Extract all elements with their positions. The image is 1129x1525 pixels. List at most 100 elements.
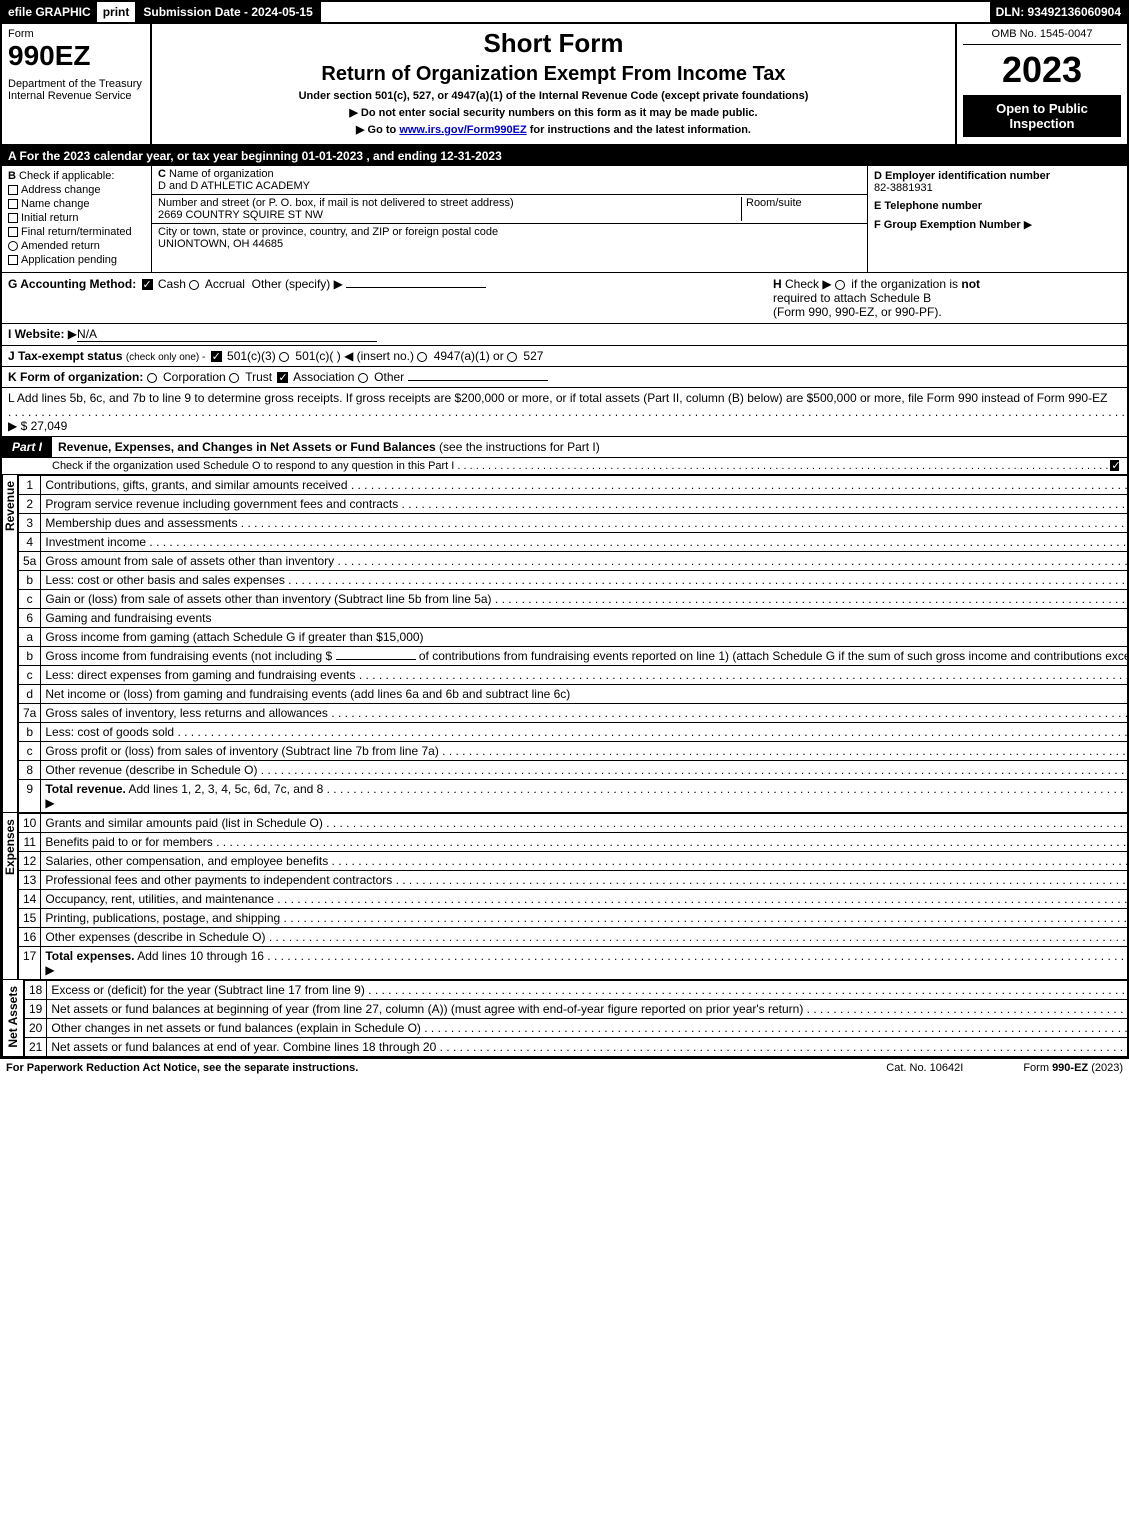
j-opt1: 501(c)(3) <box>227 349 276 363</box>
cb-name-change[interactable]: Name change <box>8 198 145 210</box>
line-20: 20 Other changes in net assets or fund b… <box>25 1019 1129 1038</box>
cb-501c3[interactable] <box>211 351 222 362</box>
l6b-d2: of contributions from fundraising events… <box>419 649 1129 663</box>
ein-block: D Employer identification number 82-3881… <box>874 170 1121 194</box>
d-label: D Employer identification number <box>874 170 1050 182</box>
row-l: L Add lines 5b, 6c, and 7b to line 9 to … <box>2 388 1127 437</box>
line-6a: a Gross income from gaming (attach Sched… <box>19 628 1129 647</box>
cb-cash[interactable] <box>142 279 153 290</box>
part1-check-text: Check if the organization used Schedule … <box>52 460 454 472</box>
b-letter: B <box>8 170 16 182</box>
j-opt2: 501(c)( ) <box>295 349 340 363</box>
l-amount: $ 27,049 <box>21 419 68 433</box>
l17-num: 17 <box>19 947 41 980</box>
cb-527[interactable] <box>507 352 517 362</box>
cb-accrual[interactable] <box>189 280 199 290</box>
footer-right-bold: 990-EZ <box>1052 1062 1088 1074</box>
goto-pre: Go to <box>368 124 400 136</box>
topbar: efile GRAPHIC print Submission Date - 20… <box>2 2 1127 24</box>
line-5a: 5a Gross amount from sale of assets othe… <box>19 552 1129 571</box>
cb-assoc[interactable] <box>277 372 288 383</box>
cb-initial-return[interactable]: Initial return <box>8 212 145 224</box>
form-container: efile GRAPHIC print Submission Date - 20… <box>0 0 1129 1059</box>
l5b-num: b <box>19 571 41 590</box>
part1-title: Revenue, Expenses, and Changes in Net As… <box>52 437 1127 457</box>
l1-num: 1 <box>19 476 41 495</box>
l6-num: 6 <box>19 609 41 628</box>
b-check-text: Check if applicable: <box>19 170 114 182</box>
line-7b: b Less: cost of goods sold 7b <box>19 723 1129 742</box>
line-21: 21 Net assets or fund balances at end of… <box>25 1038 1129 1057</box>
irs-link[interactable]: www.irs.gov/Form990EZ <box>399 124 526 136</box>
cb-address-change[interactable]: Address change <box>8 184 145 196</box>
footer-right-post: (2023) <box>1088 1062 1123 1074</box>
other-org-input[interactable] <box>408 380 548 381</box>
cb-4947[interactable] <box>417 352 427 362</box>
line-8: 8 Other revenue (describe in Schedule O)… <box>19 761 1129 780</box>
l12-desc: Salaries, other compensation, and employ… <box>41 852 1129 871</box>
l6b-blank[interactable] <box>336 659 416 660</box>
short-form-title: Short Form <box>158 28 949 59</box>
l5b-desc: Less: cost or other basis and sales expe… <box>41 571 1129 590</box>
group-block: F Group Exemption Number ▶ <box>874 218 1121 231</box>
line-15: 15 Printing, publications, postage, and … <box>19 909 1129 928</box>
l11-desc: Benefits paid to or for members <box>41 833 1129 852</box>
warning-line: ▶ Do not enter social security numbers o… <box>158 106 949 119</box>
l5c-desc: Gain or (loss) from sale of assets other… <box>41 590 1129 609</box>
line-10: 10 Grants and similar amounts paid (list… <box>19 814 1129 833</box>
cb-label-5: Application pending <box>21 254 117 266</box>
l6d-num: d <box>19 685 41 704</box>
room-label: Room/suite <box>746 197 802 209</box>
cb-corp[interactable] <box>147 373 157 383</box>
l6a-num: a <box>19 628 41 647</box>
cash-label: Cash <box>158 277 186 291</box>
l7c-num: c <box>19 742 41 761</box>
omb-number: OMB No. 1545-0047 <box>963 28 1121 45</box>
h-text1: Check <box>785 277 819 291</box>
l8-desc: Other revenue (describe in Schedule O) <box>41 761 1129 780</box>
line-7a: 7a Gross sales of inventory, less return… <box>19 704 1129 723</box>
other-specify-input[interactable] <box>346 287 486 288</box>
line-5c: c Gain or (loss) from sale of assets oth… <box>19 590 1129 609</box>
c-letter: C <box>158 168 166 180</box>
j-sub: (check only one) - <box>126 352 205 363</box>
l21-num: 21 <box>25 1038 47 1057</box>
l1-desc: Contributions, gifts, grants, and simila… <box>41 476 1129 495</box>
l20-num: 20 <box>25 1019 47 1038</box>
cb-other-org[interactable] <box>358 373 368 383</box>
cb-application-pending[interactable]: Application pending <box>8 254 145 266</box>
form-label: Form <box>8 28 144 40</box>
line-9: 9 Total revenue. Add lines 1, 2, 3, 4, 5… <box>19 780 1129 813</box>
cb-amended-return[interactable]: Amended return <box>8 240 145 252</box>
line-17: 17 Total expenses. Add lines 10 through … <box>19 947 1129 980</box>
e-label: E Telephone number <box>874 200 982 212</box>
revenue-table: 1 Contributions, gifts, grants, and simi… <box>18 475 1129 813</box>
dept-label: Department of the Treasury Internal Reve… <box>8 78 144 102</box>
cb-final-return[interactable]: Final return/terminated <box>8 226 145 238</box>
part1-title-text: Revenue, Expenses, and Changes in Net As… <box>58 440 436 454</box>
line-19: 19 Net assets or fund balances at beginn… <box>25 1000 1129 1019</box>
cb-501c[interactable] <box>279 352 289 362</box>
revenue-section: Revenue 1 Contributions, gifts, grants, … <box>2 475 1127 813</box>
accrual-label: Accrual <box>205 277 245 291</box>
section-def: D Employer identification number 82-3881… <box>867 166 1127 272</box>
section-bcdef: B Check if applicable: Address change Na… <box>2 166 1127 273</box>
cb-schedule-o[interactable] <box>1110 460 1119 471</box>
netassets-label-text: Net Assets <box>6 980 20 1054</box>
line-14: 14 Occupancy, rent, utilities, and maint… <box>19 890 1129 909</box>
cb-trust[interactable] <box>229 373 239 383</box>
print-button[interactable]: print <box>97 2 138 22</box>
l12-num: 12 <box>19 852 41 871</box>
tax-year: 2023 <box>963 49 1121 91</box>
l20-desc: Other changes in net assets or fund bala… <box>47 1019 1129 1038</box>
line-4: 4 Investment income 4 <box>19 533 1129 552</box>
cb-schedule-b[interactable] <box>835 280 845 290</box>
revenue-vlabel: Revenue <box>2 475 18 813</box>
cb-label-4: Amended return <box>21 240 100 252</box>
l13-num: 13 <box>19 871 41 890</box>
under-section: Under section 501(c), 527, or 4947(a)(1)… <box>158 90 949 102</box>
line-16: 16 Other expenses (describe in Schedule … <box>19 928 1129 947</box>
l6d-desc: Net income or (loss) from gaming and fun… <box>41 685 1129 704</box>
f-label: F Group Exemption Number <box>874 219 1021 231</box>
h-not: not <box>961 277 980 291</box>
